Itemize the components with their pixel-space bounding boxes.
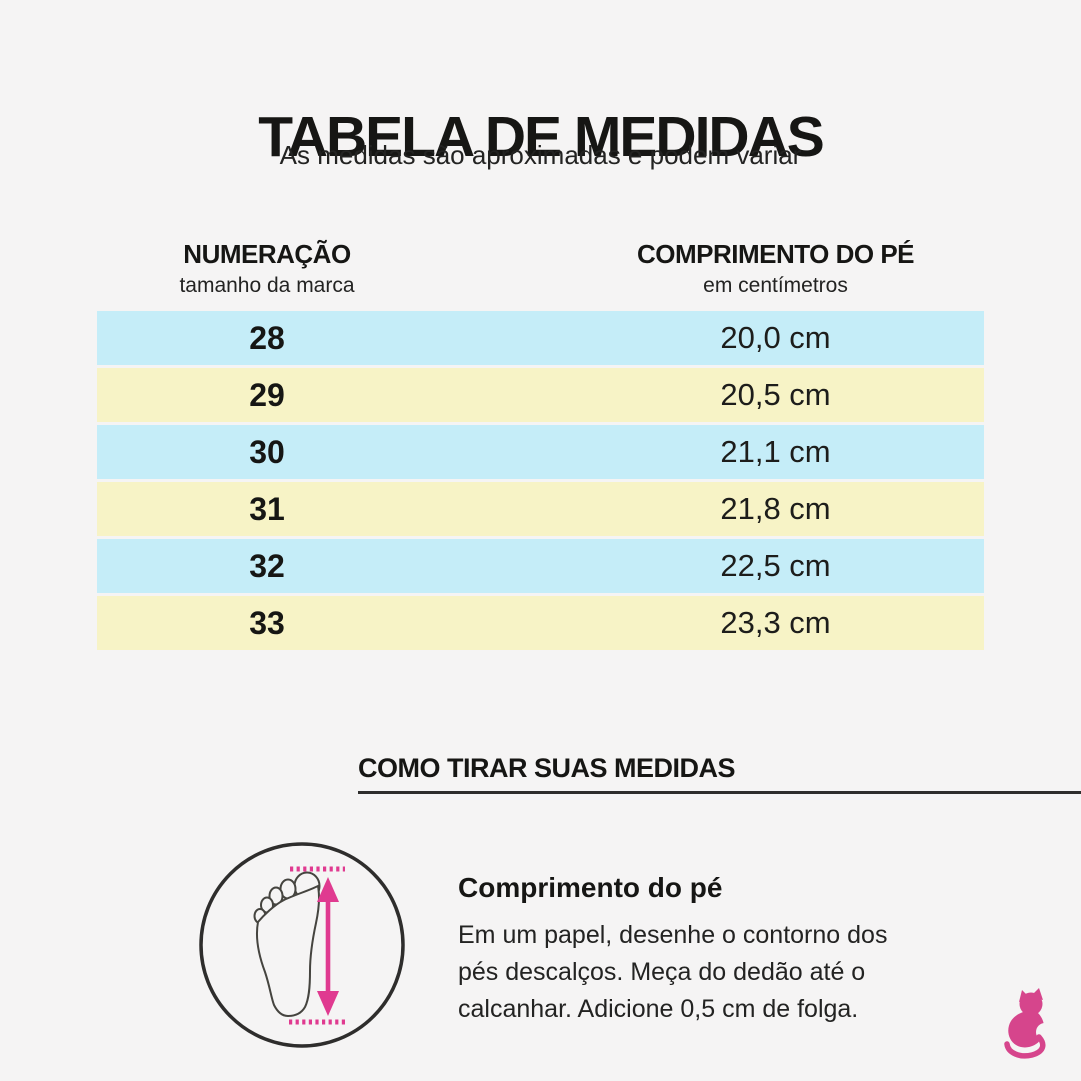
- table-row: 33 23,3 cm: [97, 596, 984, 650]
- table-row: 29 20,5 cm: [97, 368, 984, 422]
- column-header-length-sublabel: em centímetros: [703, 274, 848, 297]
- cat-logo: [998, 986, 1058, 1064]
- table-row: 28 20,0 cm: [97, 311, 984, 365]
- size-value: 29: [249, 376, 285, 413]
- size-value: 31: [249, 490, 285, 527]
- cat-silhouette-icon: [1004, 988, 1054, 1059]
- size-value: 30: [249, 433, 285, 470]
- column-header-length: COMPRIMENTO DO PÉ em centímetros: [437, 239, 984, 298]
- column-header-size: NUMERAÇÃO tamanho da marca: [97, 239, 437, 298]
- section-title-how-to-measure: COMO TIRAR SUAS MEDIDAS: [358, 753, 1081, 794]
- table-row: 32 22,5 cm: [97, 539, 984, 593]
- length-value: 23,3 cm: [720, 605, 831, 640]
- size-table: 28 20,0 cm 29 20,5 cm 30 21,1 cm 31 21,8…: [97, 311, 984, 650]
- column-header-length-label: COMPRIMENTO DO PÉ: [636, 239, 915, 269]
- length-value: 20,5 cm: [720, 377, 831, 412]
- measure-title: Comprimento do pé: [458, 872, 723, 903]
- length-value: 21,8 cm: [720, 491, 831, 526]
- size-value: 28: [249, 319, 285, 356]
- length-value: 20,0 cm: [720, 320, 831, 355]
- table-header: NUMERAÇÃO tamanho da marca COMPRIMENTO D…: [97, 239, 984, 298]
- measure-instructions: Em um papel, desenhe o contorno dos pés …: [458, 921, 888, 1023]
- length-value: 21,1 cm: [720, 434, 831, 469]
- length-value: 22,5 cm: [720, 548, 831, 583]
- column-header-size-sublabel: tamanho da marca: [179, 274, 355, 297]
- table-row: 31 21,8 cm: [97, 482, 984, 536]
- page-title: TABELA DE MEDIDAS: [258, 105, 825, 170]
- measure-instructions-block: Comprimento do pé Em um papel, desenhe o…: [458, 872, 928, 1028]
- foot-diagram-icon: [199, 842, 405, 1048]
- size-value: 33: [249, 604, 285, 641]
- size-value: 32: [249, 547, 285, 584]
- page-subtitle: As medidas são aproximadas e podem varia…: [279, 140, 802, 170]
- column-header-size-label: NUMERAÇÃO: [183, 239, 351, 269]
- table-row: 30 21,1 cm: [97, 425, 984, 479]
- foot-measurement-diagram: [196, 839, 408, 1051]
